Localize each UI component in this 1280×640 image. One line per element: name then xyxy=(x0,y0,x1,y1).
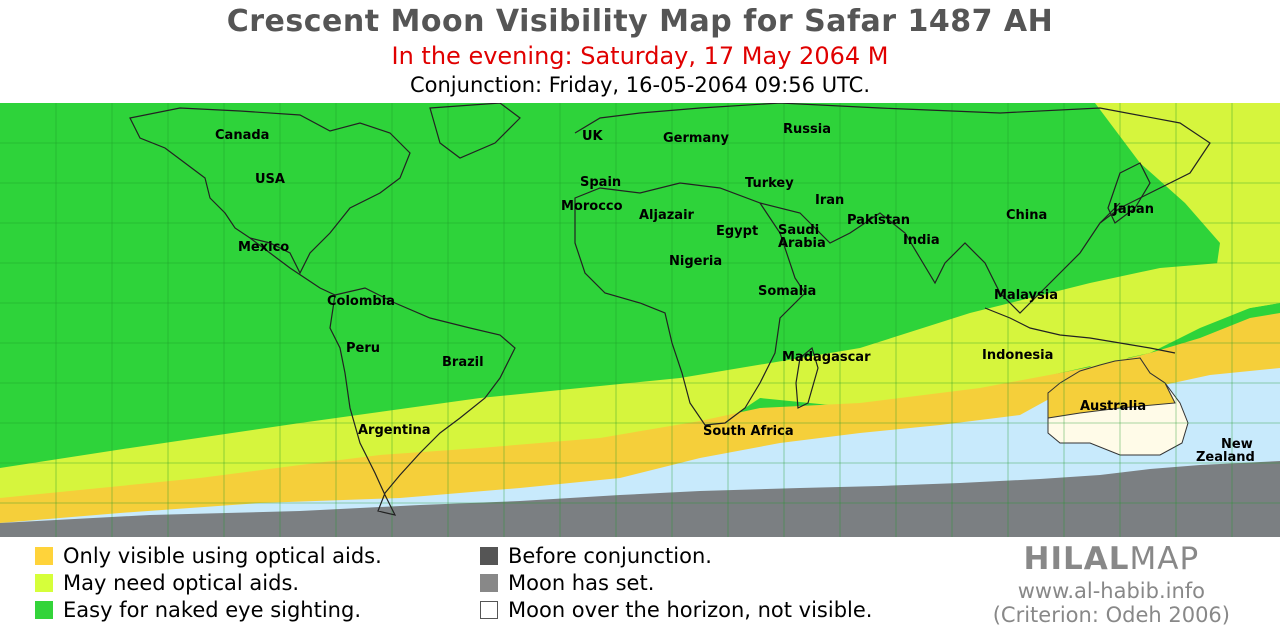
conjunction-info: Conjunction: Friday, 16-05-2064 09:56 UT… xyxy=(409,73,870,97)
legend-swatch xyxy=(35,601,53,619)
legend-swatch xyxy=(480,574,498,592)
label-argentina: Argentina xyxy=(358,423,431,438)
label-morocco: Morocco xyxy=(561,199,623,214)
label-aljazair: Aljazair xyxy=(639,208,695,223)
label-nigeria: Nigeria xyxy=(669,254,722,269)
indonesia-outline xyxy=(984,307,1176,354)
country-labels: Canada USA Mexico Colombia Peru Brazil A… xyxy=(215,122,1255,465)
label-indonesia: Indonesia xyxy=(982,348,1053,363)
label-arabia: Arabia xyxy=(778,236,826,251)
africa-outline xyxy=(574,182,806,426)
label-germany: Germany xyxy=(663,131,729,146)
label-india: India xyxy=(903,233,940,248)
legend-item-moon-set: Moon has set. xyxy=(480,570,654,596)
label-australia: Australia xyxy=(1080,399,1146,414)
label-colombia: Colombia xyxy=(327,294,395,309)
label-japan: Japan xyxy=(1112,202,1154,217)
legend-item-optical-only: Only visible using optical aids. xyxy=(35,543,382,569)
madagascar-outline xyxy=(795,346,819,409)
label-south-africa: South Africa xyxy=(703,424,794,439)
label-mexico: Mexico xyxy=(238,240,289,255)
label-pakistan: Pakistan xyxy=(847,213,910,228)
australia-optical xyxy=(1047,357,1176,419)
south-america-outline xyxy=(329,287,516,516)
map-title: Crescent Moon Visibility Map for Safar 1… xyxy=(226,4,1054,39)
label-china: China xyxy=(1006,208,1047,223)
label-uk: UK xyxy=(582,129,604,144)
legend-label: Only visible using optical aids. xyxy=(63,544,382,568)
label-russia: Russia xyxy=(783,122,831,137)
label-turkey: Turkey xyxy=(745,176,794,191)
north-america-outline xyxy=(129,107,411,275)
continent-outlines xyxy=(129,102,1211,516)
may-need-aids-zone-band xyxy=(0,258,1280,515)
label-peru: Peru xyxy=(346,341,380,356)
evening-date: In the evening: Saturday, 17 May 2064 M xyxy=(391,42,889,70)
legend-swatch xyxy=(480,547,498,565)
criterion-note: (Criterion: Odeh 2006) xyxy=(992,603,1230,627)
greenland-outline xyxy=(429,102,521,159)
label-new: New xyxy=(1221,437,1253,452)
legend-swatch xyxy=(35,547,53,565)
legend-label: May need optical aids. xyxy=(63,571,300,595)
label-somalia: Somalia xyxy=(758,284,816,299)
label-egypt: Egypt xyxy=(716,224,758,239)
moon-set-zone xyxy=(0,461,1280,537)
label-zealand: Zealand xyxy=(1196,450,1255,465)
label-saudi: Saudi xyxy=(778,223,819,238)
legend-label: Easy for naked eye sighting. xyxy=(63,598,361,622)
legend-label: Moon over the horizon, not visible. xyxy=(508,598,873,622)
label-spain: Spain xyxy=(580,175,621,190)
label-malaysia: Malaysia xyxy=(994,288,1058,303)
brand-url[interactable]: www.al-habib.info xyxy=(1017,579,1206,603)
legend-item-may-need-aids: May need optical aids. xyxy=(35,570,299,596)
map-canvas: Canada USA Mexico Colombia Peru Brazil A… xyxy=(0,102,1280,537)
brand-logo-bold: HILAL xyxy=(1023,541,1130,577)
legend-label: Moon has set. xyxy=(508,571,655,595)
label-madagascar: Madagascar xyxy=(782,350,871,365)
header: Crescent Moon Visibility Map for Safar 1… xyxy=(0,0,1280,103)
brand-logo: HILALMAP xyxy=(993,541,1230,577)
label-brazil: Brazil xyxy=(442,355,484,370)
brand-logo-rest: MAP xyxy=(1129,541,1200,577)
label-iran: Iran xyxy=(815,193,844,208)
legend-item-not-visible: Moon over the horizon, not visible. xyxy=(480,597,872,623)
legend-item-before-conjunction: Before conjunction. xyxy=(480,543,712,569)
central-america-outline xyxy=(249,237,336,296)
legend: Only visible using optical aids. May nee… xyxy=(0,537,1280,640)
brand-block: HILALMAP www.al-habib.info (Criterion: O… xyxy=(993,537,1230,627)
asia-outline xyxy=(759,202,1121,314)
legend-label: Before conjunction. xyxy=(508,544,712,568)
label-canada: Canada xyxy=(215,128,269,143)
visibility-map: Canada USA Mexico Colombia Peru Brazil A… xyxy=(0,102,1280,537)
legend-item-naked-eye: Easy for naked eye sighting. xyxy=(35,597,361,623)
europe-outline xyxy=(574,102,1211,224)
legend-swatch xyxy=(35,574,53,592)
label-usa: USA xyxy=(255,172,285,187)
grid-lines xyxy=(0,103,1280,537)
japan-outline xyxy=(1107,162,1151,224)
legend-swatch xyxy=(480,601,498,619)
